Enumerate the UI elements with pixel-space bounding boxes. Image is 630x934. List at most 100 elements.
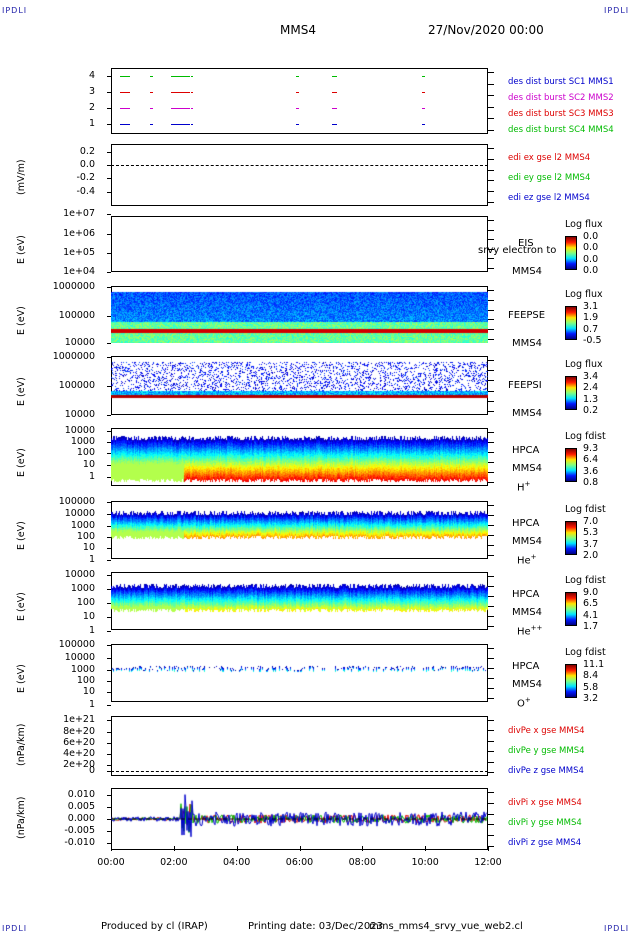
ytick-mark xyxy=(107,670,111,671)
right-tick xyxy=(488,220,494,221)
spectrogram-7 xyxy=(111,572,488,630)
colorbar-value: 9.3 xyxy=(583,443,599,454)
ytick-mark xyxy=(107,548,111,549)
right-tick xyxy=(488,678,494,679)
ytick-mark xyxy=(107,658,111,659)
ytick-mark xyxy=(107,502,111,503)
colorbar-value: 6.4 xyxy=(583,454,599,466)
corner-label-tr: IPDLI xyxy=(604,6,630,15)
burst-interval xyxy=(332,92,338,93)
right-tick xyxy=(488,596,494,597)
ytick-mark xyxy=(107,720,111,721)
sc-label: MMS4 xyxy=(512,266,542,277)
ytick-mark xyxy=(107,819,111,820)
ytick-mark xyxy=(107,843,111,844)
instrument-label: HPCA xyxy=(512,445,540,456)
colorbar-value: 0.2 xyxy=(583,405,599,416)
ytick-label: 1e+06 xyxy=(63,228,95,239)
burst-interval xyxy=(170,76,190,77)
colorbar-value: 0.0 xyxy=(583,242,599,254)
ytick-label: 10 xyxy=(82,542,95,553)
ytick-mark xyxy=(107,771,111,772)
colorbar-title: Log flux xyxy=(565,219,603,230)
ytick-label: 1e+05 xyxy=(63,247,95,258)
colorbar-title: Log fdist xyxy=(565,575,606,586)
burst-interval xyxy=(150,76,154,77)
right-tick xyxy=(488,299,494,301)
right-tick xyxy=(488,616,494,617)
colorbar-feepse xyxy=(565,306,577,340)
ytick-mark xyxy=(107,681,111,682)
right-tick xyxy=(488,846,494,847)
ytick-label: 1000 xyxy=(70,436,95,447)
legend-entry-divpe: divPe x gse MMS4 xyxy=(508,726,585,736)
right-tick xyxy=(488,730,494,732)
right-tick xyxy=(488,400,494,402)
colorbar-value: 3.2 xyxy=(583,693,599,704)
charge-superscript: + xyxy=(524,696,531,704)
burst-interval xyxy=(191,76,194,77)
ytick-label: 1 xyxy=(88,699,95,710)
colorbar-value: 7.0 xyxy=(583,516,599,527)
right-tick xyxy=(488,370,494,372)
footer-produced-by: Produced by cl (IRAP) xyxy=(101,921,208,932)
species-label: He+ xyxy=(517,553,537,567)
colorbar-value: 1.3 xyxy=(583,393,599,405)
ytick-label: 100 xyxy=(76,447,95,458)
ytick-mark xyxy=(107,415,111,416)
panel-frame-edi xyxy=(111,144,488,206)
ylabel-edi: (mV/m) xyxy=(16,159,27,195)
ytick-mark xyxy=(107,357,111,358)
burst-interval xyxy=(150,92,154,93)
panel-frame-divpe xyxy=(111,716,488,776)
right-tick xyxy=(488,462,494,463)
ylabel-divpe: (nPa/km) xyxy=(16,723,27,766)
ytick-label: -0.005 xyxy=(64,825,95,836)
legend-entry-burst: des dist burst SC2 MMS2 xyxy=(508,93,614,103)
sc-label: MMS4 xyxy=(512,338,542,349)
right-tick xyxy=(488,106,494,108)
colorbar-value: 0.0 xyxy=(583,265,599,276)
ytick-label: 100 xyxy=(76,531,95,542)
instrument-label: HPCA xyxy=(512,661,540,672)
ytick-label: 0.2 xyxy=(79,146,95,157)
ytick-label: 100 xyxy=(76,675,95,686)
legend-entry-burst: des dist burst SC4 MMS4 xyxy=(508,125,614,135)
right-tick xyxy=(488,130,494,131)
colorbar-title: Log flux xyxy=(565,359,603,370)
ytick-mark xyxy=(107,705,111,706)
colorbar-value: 2.4 xyxy=(583,382,599,394)
ytick-label: 6e+20 xyxy=(63,737,95,748)
xtick-label: 00:00 xyxy=(97,857,125,868)
burst-interval xyxy=(191,108,194,109)
burst-interval xyxy=(120,124,130,125)
burst-interval xyxy=(170,92,190,93)
colorbar-title: Log fdist xyxy=(565,504,606,515)
burst-interval xyxy=(332,124,338,125)
right-tick xyxy=(488,515,494,516)
xtick-label: 10:00 xyxy=(411,857,439,868)
ytick-mark xyxy=(107,537,111,538)
colorbar-hpca_o xyxy=(565,664,577,698)
corner-label-tl: IPDLI xyxy=(2,6,28,15)
ytick-label: 1000 xyxy=(70,664,95,675)
right-tick xyxy=(488,792,494,793)
instrument-label: FEEPSI xyxy=(508,380,542,391)
ytick-label: 4e+20 xyxy=(63,748,95,759)
ytick-mark xyxy=(107,386,111,387)
right-tick xyxy=(488,472,494,473)
burst-interval xyxy=(120,92,130,93)
ytick-label: -0.2 xyxy=(76,172,95,183)
colorbar-value: 3.1 xyxy=(583,301,599,312)
right-tick xyxy=(488,191,494,193)
ytick-label: 10 xyxy=(82,459,95,470)
overlay-label: srvy electron to xyxy=(478,245,557,256)
colorbar-eis xyxy=(565,236,577,270)
right-tick xyxy=(488,505,494,506)
ylabel-hpca_he: E (eV) xyxy=(16,521,27,550)
ytick-label: 2 xyxy=(88,102,95,113)
instrument-label: HPCA xyxy=(512,518,540,529)
ytick-label: 1e+21 xyxy=(63,714,95,725)
ytick-label: -0.010 xyxy=(64,837,95,848)
ytick-mark xyxy=(107,431,111,432)
